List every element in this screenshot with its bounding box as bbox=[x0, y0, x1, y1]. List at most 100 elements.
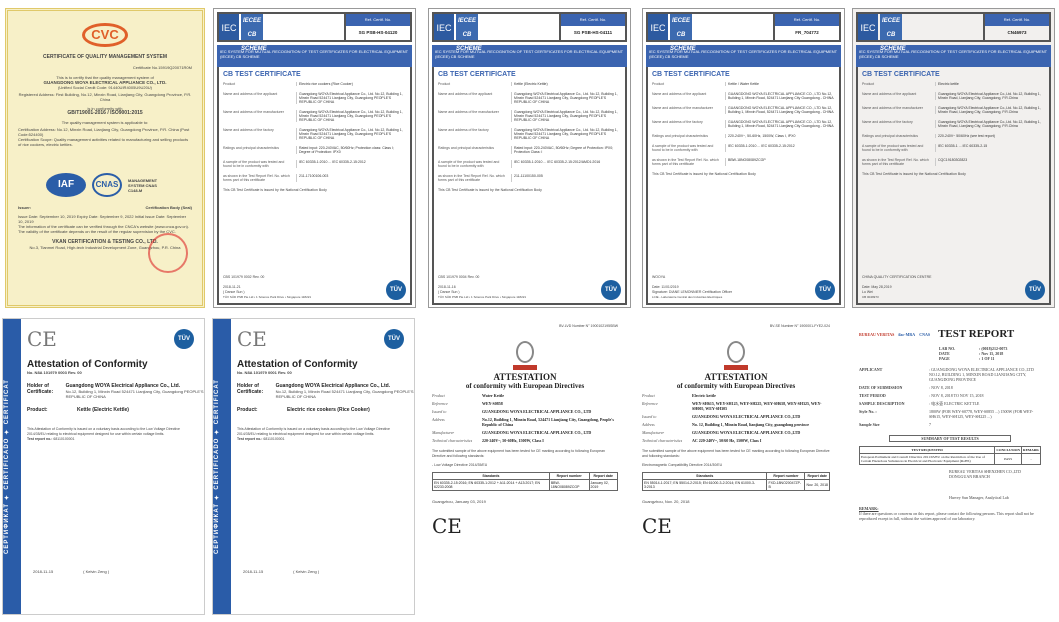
cb-title: CB TEST CERTIFICATE bbox=[438, 71, 516, 78]
holder-label: Holder of Certificate: bbox=[237, 383, 264, 395]
cb-certificate-2: IEC IECEE CB SCHEME Ref. Certif. No. SG … bbox=[428, 8, 631, 308]
test-label: Test report no.: bbox=[237, 437, 263, 441]
cb-title: CB TEST CERTIFICATE bbox=[652, 71, 730, 78]
th-standards: Standards bbox=[641, 472, 768, 480]
ce-mark: CE bbox=[27, 327, 57, 351]
cvc-certificate: CVC CERTIFICATE OF QUALITY MANAGEMENT SY… bbox=[5, 8, 205, 308]
report-row-label: APPLICANT bbox=[859, 367, 883, 372]
report-row: DATE OF SUBMISSION: NOV 8, 2018 bbox=[859, 385, 1041, 390]
meta-label: PAGE bbox=[939, 356, 950, 361]
value-manufacturer: Guangdong WOYA Electrical Appliance Co.,… bbox=[296, 110, 406, 122]
bv-row-label: Reference bbox=[432, 401, 448, 406]
ce-mark: CE bbox=[642, 514, 672, 538]
attestation-date: 2018-11-15 bbox=[33, 569, 54, 574]
bv-row: Issued to GUANGDONG WOYA ELECTRICAL APPLI… bbox=[432, 409, 618, 414]
cb-issued: This CB Test Certificate is issued by th… bbox=[862, 172, 966, 176]
iec-logo: IEC bbox=[434, 14, 454, 40]
report-row: Style No. : 1800W (FOR WEY-S0778, WEY-S08… bbox=[859, 409, 1041, 419]
label-report: as shown in the Test Report Ref. No. whi… bbox=[862, 158, 929, 166]
label-manufacturer: Name and address of the manufacturer bbox=[223, 110, 284, 114]
value-factory: Guangdong WOYA Electrical Appliance Co.,… bbox=[296, 128, 406, 140]
bv-attestation-2: BV-SE Number N° 1900001-FYE2-024 ATTESTA… bbox=[632, 318, 840, 615]
bv-subtitle: of conformity with European Directives bbox=[465, 382, 585, 390]
label-applicant: Name and address of the applicant bbox=[862, 92, 917, 96]
value-factory: GUANGDONG WOYA ELECTRICAL APPLIANCE CO.,… bbox=[725, 120, 835, 128]
certificate-strip: СЕРТИФИКАТ ✦ CERTIFICADO ✦ CERTIFICAT bbox=[3, 319, 21, 614]
cvc-intro: This is to certify that the quality mana… bbox=[56, 75, 154, 80]
cb-footer: TÜV SÜD PSB Pte Ltd • 1 Science Park Dri… bbox=[223, 295, 312, 299]
cb-certificate-3: IEC IECEE CB SCHEME Ref. Certif. No. FR_… bbox=[642, 8, 845, 308]
iecee-logo: IECEE CB SCHEME bbox=[670, 14, 696, 52]
remark-text: If there are questions or concerns on th… bbox=[859, 511, 1034, 521]
value-standards: IEC 60335-1:2010 ... IEC 60335-2-15:2012 bbox=[296, 160, 406, 168]
bv-row-value: GUANGDONG WOYA ELECTRICAL APPLIANCE CO.,… bbox=[482, 409, 592, 414]
value-standards: IEC 60335-1:2010 ... IEC 60335-2-15:2012… bbox=[511, 160, 621, 168]
attestation-title: Attestation of Conformity bbox=[27, 359, 148, 370]
attestation-signer: ( Kelvin Zeng ) bbox=[83, 569, 110, 574]
bv-row-label: Issued to bbox=[642, 414, 657, 419]
th-report-number: Report number bbox=[766, 472, 806, 480]
report-row-value: 7 bbox=[929, 422, 931, 427]
value-manufacturer: Guangdong WOYA Electrical Appliance Co.,… bbox=[935, 106, 1045, 114]
label-ratings: Ratings and principal characteristics bbox=[652, 134, 709, 138]
bv-title: ATTESTATION bbox=[704, 372, 768, 382]
bv-row-value: Water Kettle bbox=[482, 393, 505, 398]
th-report-date: Report date bbox=[804, 472, 830, 480]
value-factory: Guangdong WOYA Electrical Appliance Co.,… bbox=[935, 120, 1045, 128]
system-band: IEC SYSTEM FOR MUTUAL RECOGNITION OF TES… bbox=[856, 45, 1051, 67]
tuv-logo: TÜV bbox=[174, 329, 194, 349]
td-conclusion: PASS bbox=[994, 453, 1023, 465]
th-conclusion: CONCLUSION bbox=[994, 446, 1023, 454]
label-standards: A sample of the product was tested and f… bbox=[862, 144, 924, 152]
label-factory: Name and address of the factory bbox=[223, 128, 274, 132]
standards-table: Standards Report number Report date EN 603… bbox=[432, 472, 618, 491]
report-row-value: : 电水壶 ELECTRIC KETTLE bbox=[929, 401, 980, 406]
label-ratings: Ratings and principal characteristics bbox=[223, 146, 280, 150]
bureau-veritas-logo bbox=[516, 341, 534, 363]
bv-directive: Electromagnetic Compatibility Directive … bbox=[642, 463, 723, 467]
th-test: TEST REQUESTED bbox=[858, 446, 996, 454]
value-product: Electric rice cookers (Rice Cooker) bbox=[296, 82, 406, 86]
iecee-logo: IECEE CB SCHEME bbox=[241, 14, 267, 52]
value-ratings: 220-240V~, 50-60Hz, 1500W, Class I, IPX0 bbox=[725, 134, 835, 138]
bv-tested: The submitted sample of the above equipm… bbox=[642, 449, 830, 458]
iec-logo: IEC bbox=[219, 14, 239, 40]
report-lab: BUREAU VERITAS SHENZHEN CO.,LTD DONGGUAN… bbox=[949, 469, 1022, 479]
ref-label: Ref. Certif. No. bbox=[775, 14, 839, 26]
label-standards: A sample of the product was tested and f… bbox=[652, 144, 714, 152]
cvc-credit: (Unified Social Credit Code: 91440UIR400… bbox=[57, 85, 153, 90]
cvc-body: VKAN CERTIFICATION & TESTING CO., LTD. bbox=[52, 239, 158, 245]
td-report-number: FXD-18NO20047ZP-B bbox=[766, 479, 806, 491]
ce-mark: CE bbox=[237, 327, 267, 351]
cb-signer: Lu Wei bbox=[862, 290, 873, 294]
bv-row: Product Water Kettle bbox=[432, 393, 618, 398]
value-product: Kettle / Water Kettle bbox=[725, 82, 835, 86]
ref-label: Ref. Certif. No. bbox=[561, 14, 625, 26]
report-row-label: SAMPLE DESCRIPTION bbox=[859, 401, 905, 406]
report-row: TEST PERIOD: NOV 8, 2018 TO NOV 15, 2018 bbox=[859, 393, 1041, 398]
test-value: 68110100001 bbox=[263, 437, 285, 441]
bv-row: Product Electric kettle bbox=[642, 393, 830, 398]
bv-row: Manufacturer GUANGDONG WOYA ELECTRICAL AP… bbox=[432, 430, 618, 435]
th-remark: REMARK bbox=[1021, 446, 1041, 454]
ref-value: CN46973 bbox=[1007, 30, 1027, 35]
holder-value: Guangdong WOYA Electrical Appliance Co.,… bbox=[275, 383, 391, 389]
td-remark: - bbox=[1021, 453, 1041, 465]
label-ratings: Ratings and principal characteristics bbox=[862, 134, 919, 138]
bv-row: Address No. 12, Building 1, Minxin Road, … bbox=[642, 422, 830, 427]
attestation-body: This Attestation of Conformity is issued… bbox=[27, 427, 180, 436]
bv-row-value: GUANGDONG WOYA ELECTRICAL APPLIANCE CO.,… bbox=[482, 430, 592, 435]
value-product: Kettle (Electric Kettle) bbox=[511, 82, 621, 86]
tuv-attestation-1: СЕРТИФИКАТ ✦ CERTIFICADO ✦ CERTIFICAT TÜ… bbox=[2, 318, 205, 615]
value-ratings: Rated input: 220-240VAC, 50/60Hz; Degree… bbox=[511, 146, 621, 154]
cvc-body-addr: No.3, Tianmei Road, High-tech Industrial… bbox=[29, 245, 181, 250]
summary-heading: SUMMARY OF TEST RESULTS bbox=[889, 435, 1011, 442]
cvc-seal: Certification Body (Seal) bbox=[145, 205, 192, 210]
cb-title: CB TEST CERTIFICATE bbox=[862, 71, 940, 78]
attestation-no: No. N8A 101979 0001 Rev. 00 bbox=[237, 370, 292, 375]
cb-signer: ( Dance Sun ) bbox=[223, 290, 245, 294]
report-row: APPLICANT: GUANGDONG WOYA ELECTRICAL APP… bbox=[859, 367, 1041, 382]
value-applicant: Guangdong WOYA Electrical Appliance Co.,… bbox=[296, 92, 406, 104]
value-factory: Guangdong WOYA Electrical Appliance Co.,… bbox=[511, 128, 621, 140]
meta-label: DATE bbox=[939, 351, 950, 356]
